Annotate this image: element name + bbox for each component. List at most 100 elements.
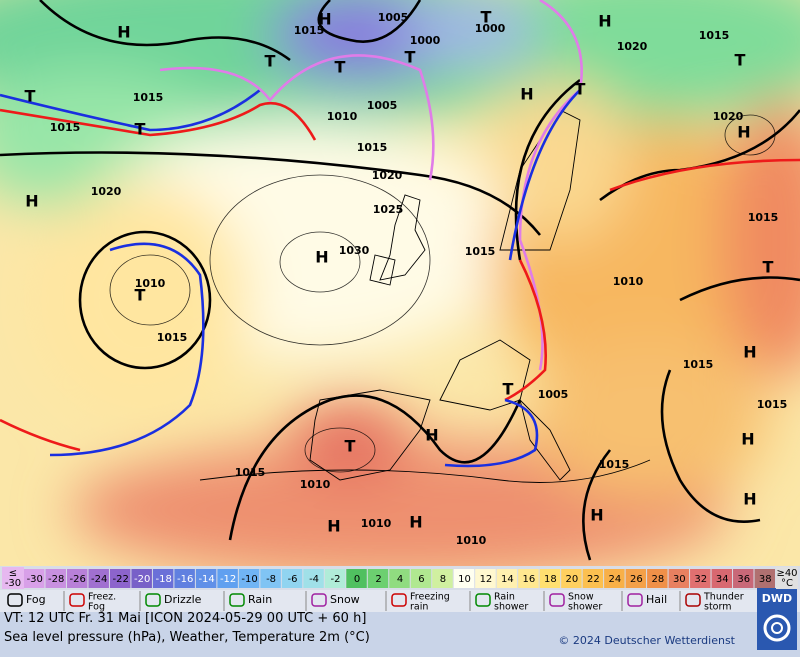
scale-label: -30: [27, 574, 43, 585]
scale-cell: [174, 569, 195, 588]
pressure-label: 1005: [538, 388, 569, 401]
pressure-label: 1025: [373, 203, 404, 216]
map-description: Sea level pressure (hPa), Weather, Tempe…: [4, 630, 370, 645]
pressure-center: T: [335, 58, 346, 77]
pressure-label: 1015: [465, 245, 496, 258]
scale-label: 6: [418, 574, 424, 585]
scale-label: -22: [113, 574, 129, 585]
legend-icon: [685, 593, 701, 607]
scale-cell: [604, 569, 625, 588]
scale-cell: [303, 569, 324, 588]
pressure-center: H: [25, 192, 38, 211]
scale-cell: [690, 569, 711, 588]
pressure-center: T: [265, 52, 276, 71]
legend-icon: [7, 593, 23, 607]
scale-label: -20: [134, 574, 150, 585]
scale-cell: [453, 569, 475, 588]
legend-label: shower: [494, 602, 528, 613]
legend-label: rain: [410, 602, 428, 613]
scale-cell: [711, 569, 733, 588]
pressure-center: T: [345, 437, 356, 456]
pressure-label: 1015: [157, 331, 188, 344]
scale-label: 34: [716, 574, 729, 585]
scale-cell: [625, 569, 647, 588]
legend-icon: [391, 593, 407, 607]
scale-label: -12: [220, 574, 236, 585]
scale-label: 36: [737, 574, 750, 585]
legend-icon: [229, 593, 245, 607]
pressure-center: H: [741, 430, 754, 449]
legend-icon: [475, 593, 491, 607]
scale-label: 28: [651, 574, 664, 585]
scale-label: 10: [458, 574, 471, 585]
scale-label: 26: [630, 574, 643, 585]
scale-label: 14: [501, 574, 514, 585]
legend-label: Thunder: [703, 592, 744, 603]
scale-cell: [346, 569, 367, 588]
scale-cell: [668, 569, 690, 588]
legend-label: Freez.: [88, 592, 116, 603]
pressure-label: 1010: [361, 517, 392, 530]
scale-label: -10: [241, 574, 257, 585]
legend-label: shower: [568, 602, 602, 613]
pressure-center: T: [481, 8, 492, 27]
pressure-center: T: [503, 380, 514, 399]
scale-label: -14: [198, 574, 214, 585]
scale-label: 2: [375, 574, 381, 585]
legend-label: Rain: [248, 593, 272, 606]
legend-label: Fog: [26, 593, 46, 606]
scale-label: 0: [354, 574, 360, 585]
pressure-label: 1000: [475, 22, 506, 35]
legend-label: Freezing: [410, 592, 450, 603]
scale-label: -2: [331, 574, 341, 585]
pressure-label: 1015: [294, 24, 325, 37]
pressure-center: H: [743, 343, 756, 362]
scale-label: -18: [155, 574, 171, 585]
scale-label: -28: [48, 574, 64, 585]
legend-icon: [549, 593, 565, 607]
scale-cell: [88, 569, 109, 588]
scale-cell: [24, 569, 45, 588]
pressure-center: T: [735, 51, 746, 70]
scale-cell: [582, 569, 604, 588]
scale-label: -6: [288, 574, 298, 585]
copyright: © 2024 Deutscher Wetterdienst: [558, 634, 735, 647]
scale-cell: [324, 569, 346, 588]
pressure-label: 1010: [327, 110, 358, 123]
pressure-label: 1015: [599, 458, 630, 471]
legend-icon: [627, 593, 643, 607]
scale-cell: [475, 569, 496, 588]
scale-cell: [238, 569, 260, 588]
scale-cell: [539, 569, 561, 588]
pressure-center: H: [520, 85, 533, 104]
scale-high-label: °C: [781, 578, 793, 589]
pressure-label: 1005: [378, 11, 409, 24]
pressure-center: H: [327, 517, 340, 536]
pressure-label: 1015: [357, 141, 388, 154]
pressure-label: 1010: [300, 478, 331, 491]
legend-label: Snow: [330, 593, 360, 606]
pressure-center: H: [590, 506, 603, 525]
scale-label: 24: [608, 574, 621, 585]
scale-high-label: ≥40: [776, 568, 797, 579]
legend-label: Drizzle: [164, 593, 202, 606]
scale-label: 12: [480, 574, 493, 585]
scale-cell: [518, 569, 539, 588]
scale-cell: [367, 569, 389, 588]
pressure-label: 1020: [372, 169, 403, 182]
scale-label: 30: [673, 574, 686, 585]
pressure-center: H: [117, 23, 130, 42]
pressure-label: 1005: [367, 99, 398, 112]
scale-cell: [217, 569, 238, 588]
pressure-center: T: [135, 286, 146, 305]
scale-cell: [195, 569, 217, 588]
pressure-center: H: [409, 513, 422, 532]
legend-icon: [145, 593, 161, 607]
pressure-label: 1020: [91, 185, 122, 198]
scale-cell: [131, 569, 152, 588]
legend-label: storm: [704, 602, 731, 613]
pressure-label: 1010: [613, 275, 644, 288]
pressure-center: T: [25, 87, 36, 106]
scale-cell: [389, 569, 410, 588]
